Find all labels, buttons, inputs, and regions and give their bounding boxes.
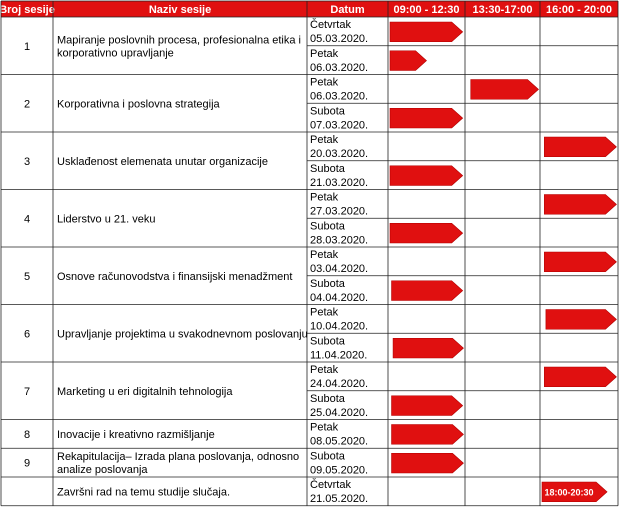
schedule-arrow-bar (544, 251, 617, 273)
session-name: analize poslovanja (57, 464, 148, 476)
session-row: Završni rad na temu studije slučaja. Četv… (1, 478, 618, 507)
session-number: 8 (24, 429, 30, 441)
schedule-arrow-bar (391, 452, 464, 474)
session-weekday: Subota (310, 163, 346, 175)
session-name: Rekapitulacija– Izrada plana poslovanja,… (57, 451, 299, 463)
session-name: Usklađenost elemenata unutar organizacij… (57, 156, 268, 168)
header-col_session_no: Broj sesije (0, 4, 55, 16)
header-col_date: Datum (330, 4, 364, 16)
session-weekday: Subota (310, 220, 346, 232)
session-date: 04.04.2020. (310, 292, 368, 304)
schedule-arrow-bar (391, 395, 464, 416)
session-date: 28.03.2020. (310, 234, 368, 246)
session-date: 06.03.2020. (310, 91, 368, 103)
session-date: 06.03.2020. (310, 62, 368, 74)
schedule-arrow-bar (389, 165, 464, 186)
session-weekday: Petak (310, 307, 339, 319)
session-date: 05.03.2020. (310, 33, 368, 45)
session-number: 4 (24, 213, 30, 225)
header-slots-0: 09:00 - 12:30 (393, 4, 459, 16)
session-name: korporativno upravljanje (57, 47, 174, 59)
session-date: 03.04.2020. (310, 263, 368, 275)
header-col_session_name: Naziv sesije (149, 4, 211, 16)
session-row: 3 Usklađenost elemenata unutar organizaci… (1, 134, 618, 190)
session-date: 07.03.2020. (310, 119, 368, 131)
schedule-arrow-bar (544, 366, 617, 388)
session-number: 3 (24, 156, 30, 168)
schedule-arrow-bar (544, 194, 617, 215)
session-weekday: Petak (310, 48, 339, 60)
schedule-arrow-bar (389, 222, 464, 244)
session-number: 7 (24, 386, 30, 398)
session-name: Osnove računovodstva i finansijski menad… (57, 271, 292, 283)
schedule-arrow-bar (541, 481, 608, 503)
session-weekday: Petak (310, 249, 339, 261)
session-weekday: Subota (310, 335, 346, 347)
schedule-arrow-bar (545, 309, 617, 330)
session-name: Korporativna i poslovna strategija (57, 98, 221, 110)
session-weekday: Subota (310, 450, 346, 462)
session-weekday: Četvrtak (310, 18, 351, 31)
session-name: Liderstvo u 21. veku (57, 213, 155, 225)
session-weekday: Petak (310, 77, 339, 89)
session-date: 27.03.2020. (310, 206, 368, 218)
session-number: 6 (24, 328, 30, 340)
header-slots-2: 16:00 - 20:00 (546, 4, 612, 16)
session-date: 24.04.2020. (310, 378, 368, 390)
session-weekday: Subota (310, 393, 346, 405)
session-weekday: Petak (310, 192, 339, 204)
schedule-bar-label: 18:00-20:30 (545, 487, 594, 497)
session-name: Mapiranje poslovnih procesa, profesional… (57, 34, 301, 46)
session-date: 11.04.2020. (310, 349, 367, 361)
header-slots-1: 13:30-17:00 (473, 4, 533, 16)
session-number: 5 (24, 271, 30, 283)
session-name: Marketing u eri digitalnih tehnologija (57, 386, 233, 398)
session-row: 8 Inovacije i kreativno razmišljanje Petak… (1, 422, 618, 449)
schedule-arrow-bar (391, 280, 464, 301)
session-date: 20.03.2020. (310, 148, 368, 160)
session-date: 21.03.2020. (310, 177, 368, 189)
schedule-arrow-bar (392, 337, 464, 359)
session-date: 21.05.2020. (310, 493, 368, 505)
session-weekday: Petak (310, 364, 339, 376)
schedule-arrow-bar (389, 107, 464, 129)
schedule-arrow-bar (389, 21, 464, 43)
session-weekday: Petak (310, 422, 339, 434)
session-number: 2 (24, 98, 30, 110)
session-row: 2 Korporativna i poslovna strategija Petak… (1, 77, 618, 133)
schedule-arrow-bar (391, 424, 464, 445)
session-date: 08.05.2020. (310, 436, 368, 448)
session-row: 9 Rekapitulacija– Izrada plana poslovanja… (1, 450, 618, 478)
session-weekday: Četvrtak (310, 478, 351, 491)
session-weekday: Petak (310, 134, 339, 146)
session-row: 1 Mapiranje poslovnih procesa, profesiona… (1, 18, 618, 75)
session-name: Završni rad na temu studije slučaja. (57, 486, 230, 498)
session-row: 5 Osnove računovodstva i finansijski mena… (1, 249, 618, 305)
session-date: 10.04.2020. (310, 321, 368, 333)
session-weekday: Subota (310, 105, 346, 117)
session-date: 25.04.2020. (310, 407, 368, 419)
schedule-arrow-bar (470, 79, 539, 100)
session-date: 09.05.2020. (310, 464, 368, 476)
header-bar (1, 1, 618, 17)
session-name: Upravljanje projektima u svakodnevnom po… (57, 328, 308, 340)
session-weekday: Subota (310, 278, 346, 290)
session-row: 4 Liderstvo u 21. veku Petak 27.03.2020. Sub… (1, 192, 618, 248)
schedule-arrow-bar (544, 136, 617, 158)
schedule-arrow-bar (389, 50, 427, 71)
session-row: 6 Upravljanje projektima u svakodnevnom p… (1, 307, 618, 363)
session-number: 9 (24, 458, 30, 470)
session-row: 7 Marketing u eri digitalnih tehnologija P… (1, 364, 618, 420)
session-number: 1 (24, 41, 30, 53)
session-name: Inovacije i kreativno razmišljanje (57, 429, 215, 441)
